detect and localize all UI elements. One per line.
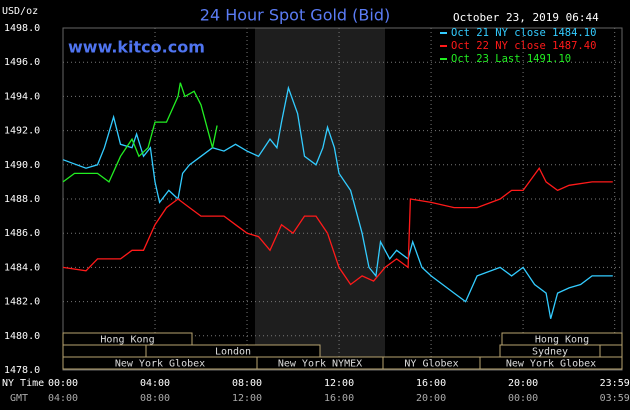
chart-title: 24 Hour Spot Gold (Bid): [200, 6, 390, 25]
session-label: Sydney: [532, 347, 568, 358]
y-tick-label: 1498.0: [4, 23, 40, 34]
y-tick-label: 1486.0: [4, 228, 40, 239]
gmt-tick-label: 00:00: [508, 393, 538, 404]
gmt-tick-label: 04:00: [48, 393, 78, 404]
x-tick-label: 23:59: [600, 378, 630, 389]
session-bar: [599, 344, 623, 358]
legend-entry: Oct 23 Last 1491.10: [451, 53, 571, 65]
legend-entry: Oct 21 NY close 1484.10: [451, 27, 596, 39]
x-tick-label: 20:00: [508, 378, 538, 389]
session-label: New York Globex: [115, 359, 205, 370]
y-tick-label: 1496.0: [4, 57, 40, 68]
session-label: Hong Kong: [100, 335, 154, 346]
session-label: New York NYMEX: [278, 359, 362, 370]
x-tick-label: 12:00: [324, 378, 354, 389]
y-tick-label: 1482.0: [4, 297, 40, 308]
y-tick-label: 1492.0: [4, 126, 40, 137]
session-label: NY Globex: [404, 359, 458, 370]
x-tick-label: 00:00: [48, 378, 78, 389]
session-label: Hong Kong: [535, 335, 589, 346]
price-line: [62, 82, 218, 183]
x-tick-label: 08:00: [232, 378, 262, 389]
gmt-tick-label: 08:00: [140, 393, 170, 404]
gmt-tick-label: 16:00: [324, 393, 354, 404]
gmt-tick-label: 03:59: [600, 393, 630, 404]
y-tick-label: 1490.0: [4, 160, 40, 171]
price-line: [62, 166, 613, 286]
y-unit: USD/oz: [2, 6, 38, 17]
session-label: London: [215, 347, 251, 358]
session-bar: [62, 332, 193, 346]
x-row-label: NY Time: [2, 378, 44, 389]
session-bar: [62, 344, 147, 358]
y-tick-label: 1478.0: [4, 365, 40, 376]
legend-entry: Oct 22 NY close 1487.40: [451, 40, 596, 52]
gmt-tick-label: 12:00: [232, 393, 262, 404]
session-bar: [479, 356, 623, 370]
timestamp: October 23, 2019 06:44: [453, 11, 599, 24]
x-tick-label: 04:00: [140, 378, 170, 389]
session-label: New York Globex: [506, 359, 596, 370]
plot-frame: [62, 27, 623, 371]
y-tick-label: 1484.0: [4, 262, 40, 273]
y-tick-label: 1494.0: [4, 91, 40, 102]
gmt-row-label: GMT: [10, 393, 28, 404]
y-tick-label: 1480.0: [4, 331, 40, 342]
x-tick-label: 16:00: [416, 378, 446, 389]
y-tick-label: 1488.0: [4, 194, 40, 205]
price-line: [62, 85, 613, 319]
watermark: www.kitco.com: [68, 38, 205, 57]
gmt-tick-label: 20:00: [416, 393, 446, 404]
